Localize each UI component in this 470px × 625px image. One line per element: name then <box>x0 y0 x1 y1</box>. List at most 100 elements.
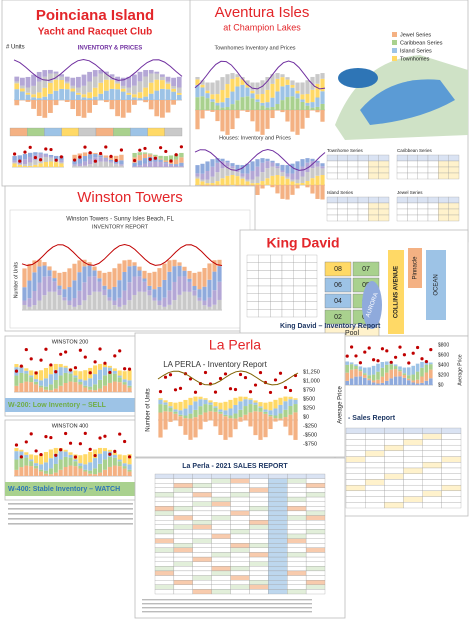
deco-bar <box>210 110 214 112</box>
deco-bar <box>88 164 92 167</box>
table-cell <box>438 167 448 173</box>
deco-bar <box>93 97 98 100</box>
deco-bar <box>44 157 48 162</box>
deco-bar <box>143 152 147 153</box>
table-cell <box>259 302 271 310</box>
table-cell <box>306 562 325 567</box>
deco-bar <box>107 297 111 300</box>
deco-bar <box>82 94 87 97</box>
table-cell <box>327 209 337 215</box>
table-cell <box>174 483 193 488</box>
table-cell <box>268 511 287 516</box>
deco-bar <box>122 260 126 272</box>
deco-bar <box>82 86 87 95</box>
deco-bar <box>230 104 234 110</box>
deco-dot <box>94 160 97 163</box>
deco-bar <box>93 88 98 97</box>
deco-dot <box>123 367 126 370</box>
deco-bar <box>93 384 97 390</box>
deco-bar <box>320 91 324 104</box>
deco-bar <box>57 290 61 295</box>
table-cell <box>155 576 174 581</box>
table-cell <box>449 209 459 215</box>
table-cell <box>212 585 231 590</box>
deco-bar <box>389 370 393 379</box>
table-cell <box>287 516 306 521</box>
deco-bar <box>68 374 72 382</box>
deco-bar <box>210 83 214 95</box>
table-cell <box>193 534 212 539</box>
deco-bar <box>359 370 363 372</box>
table-cell <box>155 511 174 516</box>
deco-bar <box>122 272 126 291</box>
deco-bar <box>425 365 429 373</box>
deco-bar <box>83 380 87 385</box>
table-cell <box>193 548 212 553</box>
deco-bar <box>240 97 244 110</box>
deco-bar <box>24 466 28 476</box>
table-cell <box>438 203 448 209</box>
deco-bar <box>78 164 82 167</box>
deco-bar <box>200 87 204 96</box>
deco-bar <box>290 180 294 182</box>
deco-dot <box>169 373 172 376</box>
deco-bar <box>260 103 264 106</box>
deco-bar <box>12 163 16 167</box>
deco-bar <box>67 268 71 287</box>
deco-bar <box>138 98 143 100</box>
table-cell <box>249 511 268 516</box>
table-cell <box>44 128 61 136</box>
fine-print <box>8 518 133 520</box>
deco-bar <box>320 166 324 168</box>
deco-bar <box>213 412 217 420</box>
deco-bar <box>280 185 284 199</box>
deco-bar <box>197 301 201 310</box>
table-cell <box>231 534 250 539</box>
deco-bar <box>345 365 349 373</box>
deco-dot <box>239 373 242 376</box>
deco-bar <box>118 376 122 378</box>
deco-bar <box>27 281 31 299</box>
deco-bar <box>44 462 48 470</box>
deco-bar <box>290 181 294 185</box>
table-cell <box>287 497 306 502</box>
table-cell <box>212 552 231 557</box>
table-cell <box>155 552 174 557</box>
deco-bar <box>118 382 122 392</box>
deco-bar <box>107 272 111 289</box>
table-cell <box>249 543 268 548</box>
deco-dot <box>118 349 121 352</box>
table-cell <box>174 479 193 484</box>
deco-bar <box>233 418 237 420</box>
deco-dot <box>13 152 16 155</box>
deco-bar <box>207 263 211 279</box>
deco-bar <box>52 271 56 278</box>
deco-bar <box>68 455 72 458</box>
deco-bar <box>64 368 68 373</box>
deco-bar <box>32 305 36 310</box>
deco-bar <box>102 295 106 310</box>
deco-bar <box>114 163 118 164</box>
table-cell <box>174 474 193 479</box>
table-cell <box>423 485 442 491</box>
deco-bar <box>147 295 151 310</box>
table-cell <box>174 497 193 502</box>
deco-dot <box>376 359 379 362</box>
table-cell <box>270 309 282 317</box>
deco-bar <box>59 470 63 476</box>
deco-bar <box>93 154 97 157</box>
tick-label: $0 <box>303 414 309 420</box>
table-cell <box>231 511 250 516</box>
axis-title: # Units <box>6 45 25 51</box>
deco-dot <box>49 436 52 439</box>
deco-bar <box>205 91 209 94</box>
table-cell <box>428 155 438 161</box>
deco-bar <box>64 450 68 452</box>
table-cell <box>212 580 231 585</box>
deco-bar <box>188 405 192 414</box>
tick-label: $0 <box>438 382 444 388</box>
deco-bar <box>28 157 32 162</box>
deco-bar <box>310 178 314 185</box>
deco-bar <box>255 102 259 110</box>
deco-bar <box>48 70 53 74</box>
